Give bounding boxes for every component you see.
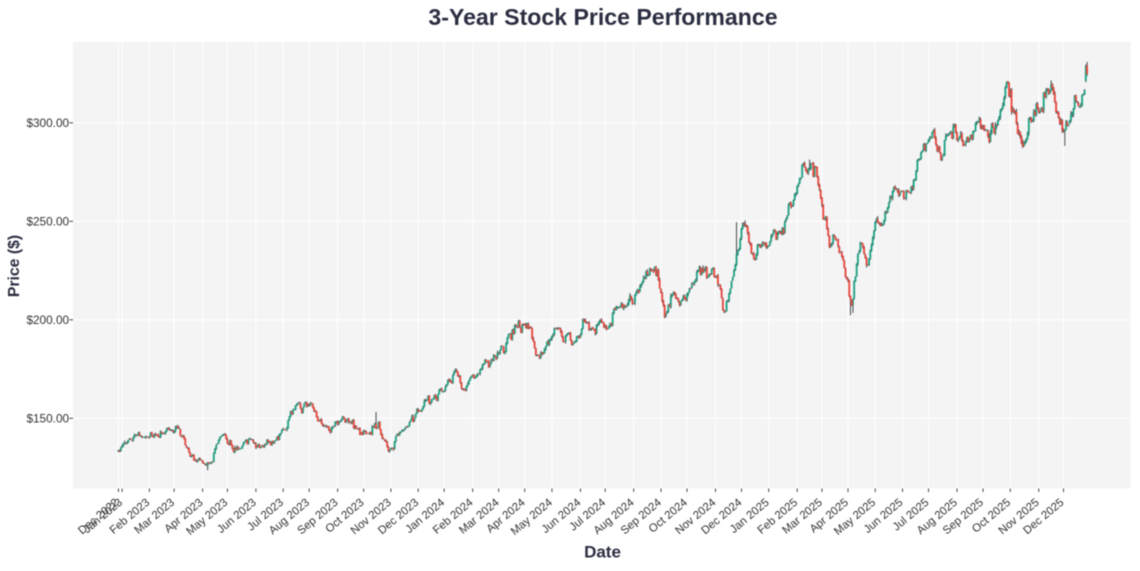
svg-text:Date: Date bbox=[584, 543, 621, 562]
svg-text:$300.00: $300.00 bbox=[26, 116, 69, 130]
svg-text:$150.00: $150.00 bbox=[26, 412, 69, 426]
svg-text:$250.00: $250.00 bbox=[26, 215, 69, 229]
svg-text:$200.00: $200.00 bbox=[26, 313, 69, 327]
svg-text:Price ($): Price ($) bbox=[6, 235, 23, 297]
svg-text:3-Year Stock Price Performance: 3-Year Stock Price Performance bbox=[428, 4, 777, 30]
